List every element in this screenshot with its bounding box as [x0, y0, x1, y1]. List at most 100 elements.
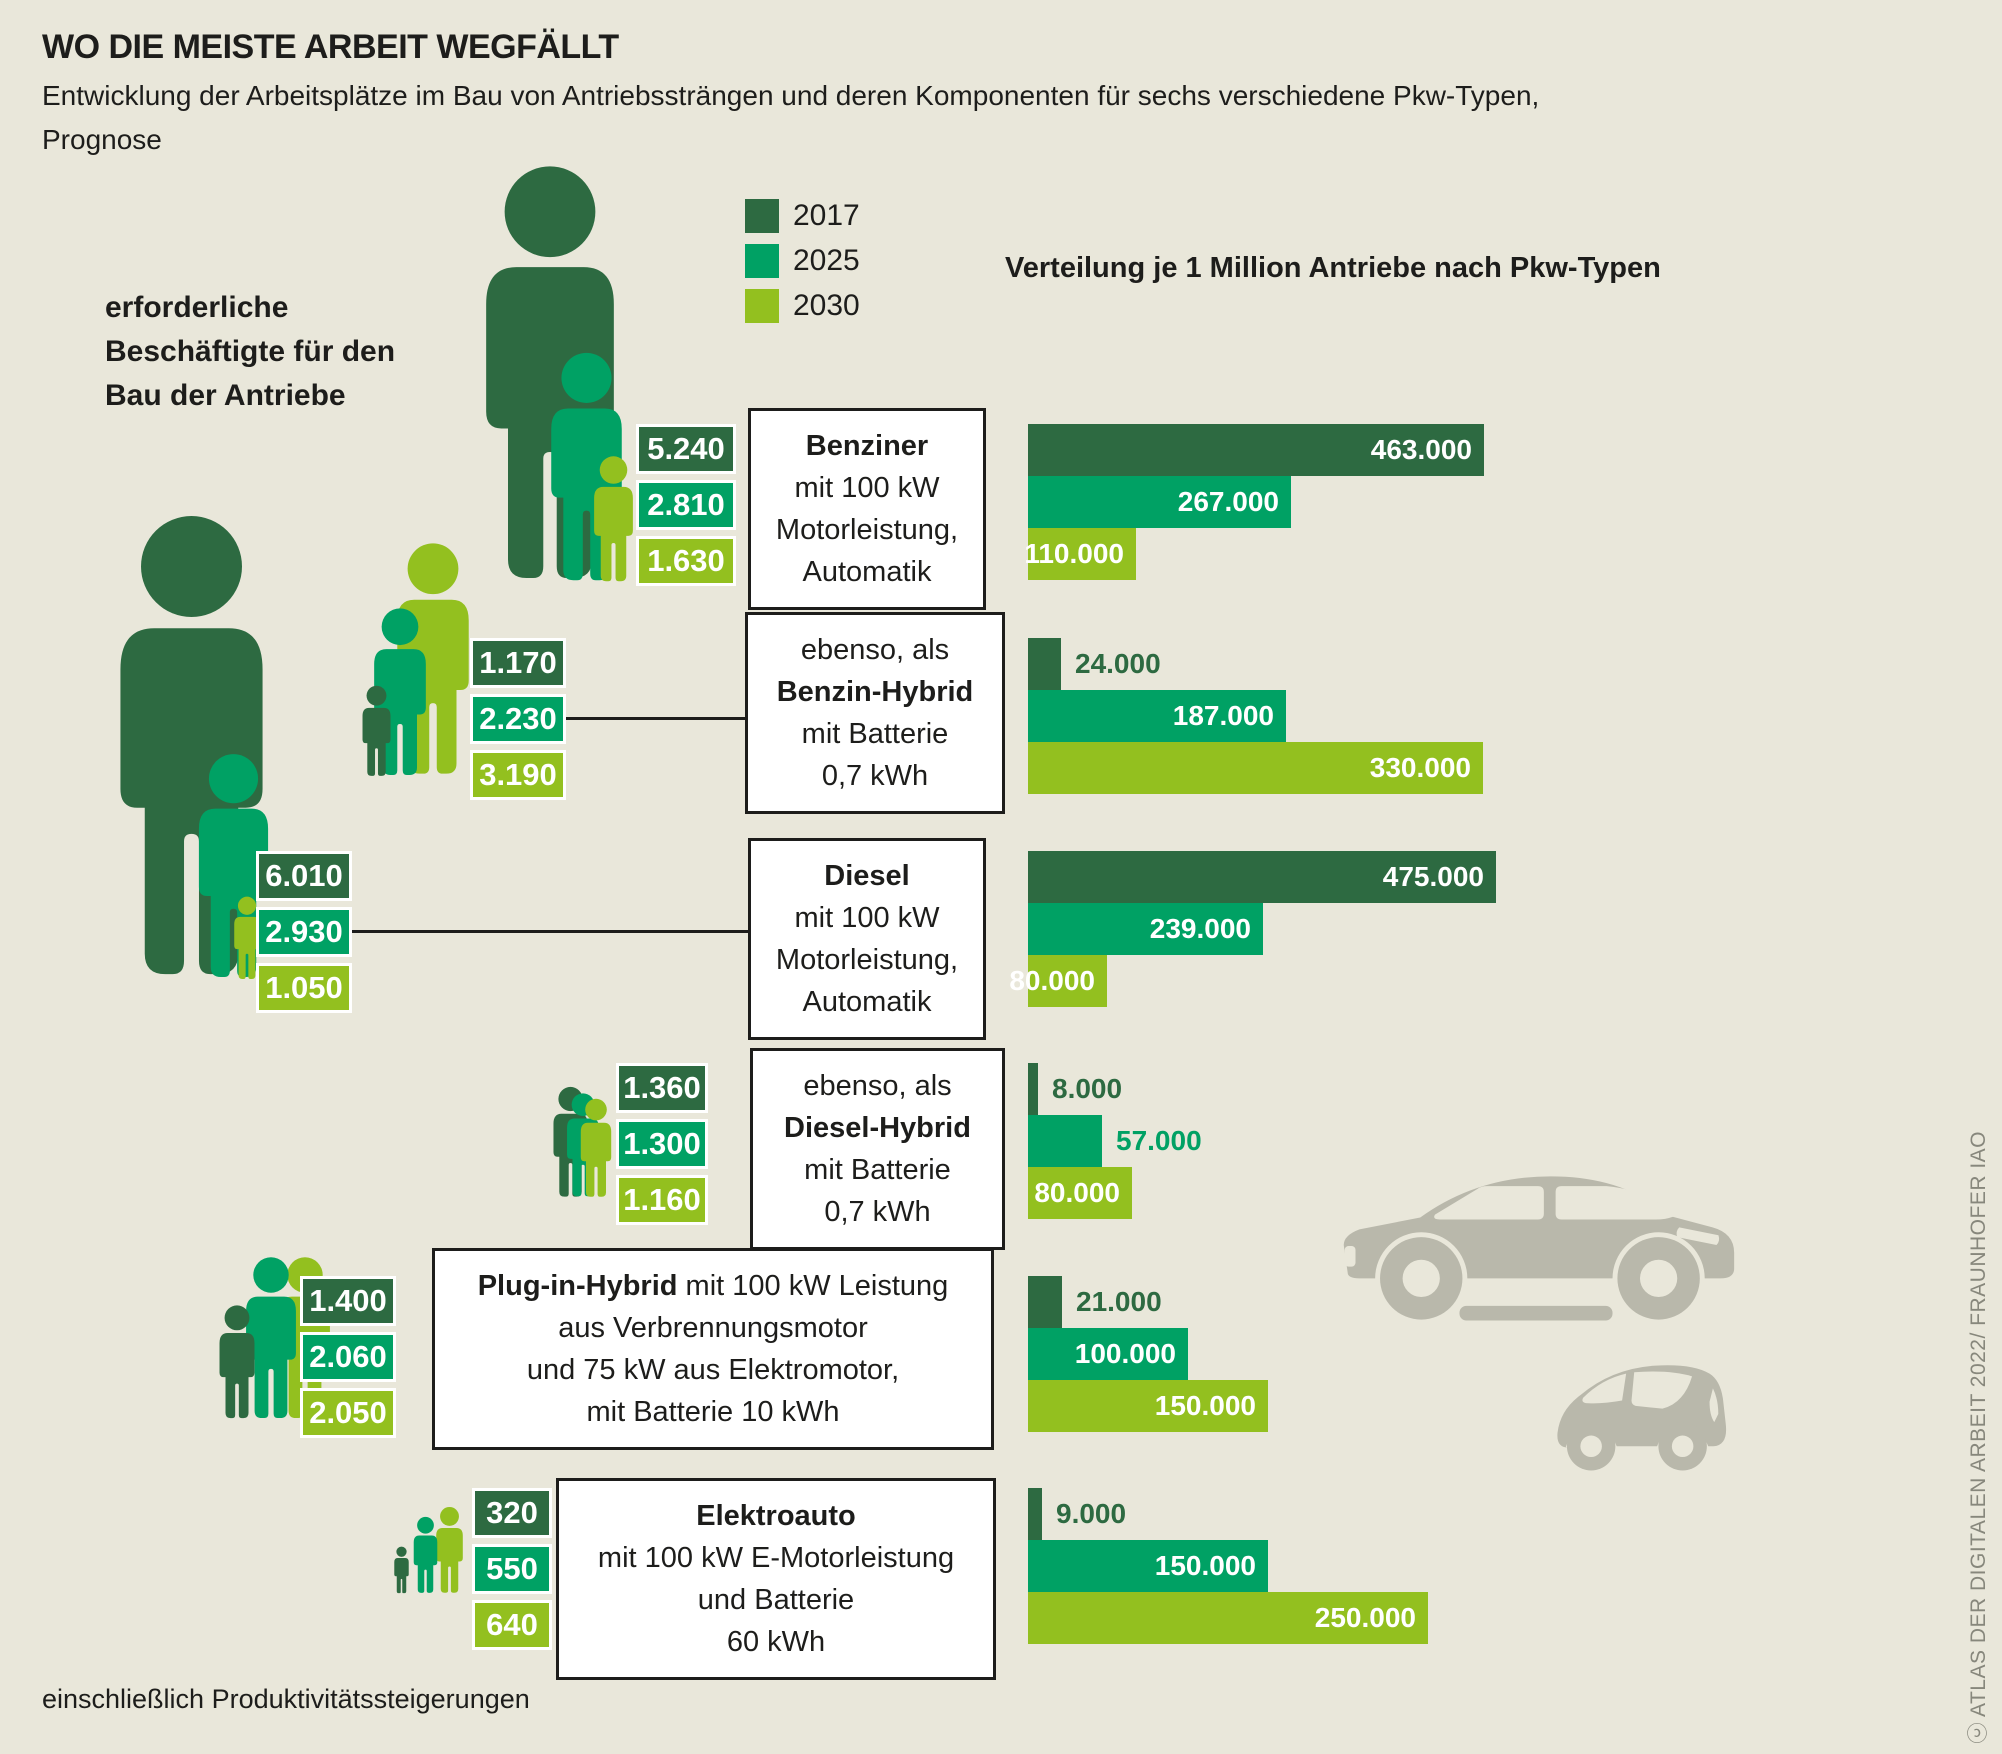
category-label-line: 0,7 kWh: [821, 760, 929, 792]
bar-value-label: 80.000: [1034, 1177, 1120, 1208]
bar-value-label: 187.000: [1172, 700, 1274, 731]
person-pictogram-icon: [580, 1098, 612, 1197]
category-label-line: aus Verbrennungsmotor: [558, 1312, 868, 1344]
employee-count-badge: 2.930: [256, 907, 352, 957]
legend-label: 2025: [793, 244, 860, 277]
bar-value-label: 57.000: [1116, 1125, 1202, 1156]
bar-value-label: 110.000: [1024, 538, 1124, 569]
category-label-line: 0,7 kWh: [824, 1196, 931, 1228]
legend-item: 2025: [745, 243, 860, 279]
category-label-line: Automatik: [802, 556, 932, 588]
category-label-line: Plug-in-Hybrid mit 100 kW Leistung: [477, 1270, 949, 1302]
category-label-line: Motorleistung,: [775, 514, 959, 546]
distribution-bar: 187.000: [1028, 690, 1286, 742]
distribution-bar: 463.000: [1028, 424, 1484, 476]
footnote: einschließlich Produktivitätssteigerunge…: [42, 1684, 530, 1714]
employee-count-badge: 2.810: [636, 480, 736, 530]
employee-count-badge: 3.190: [470, 750, 566, 800]
category-label-line: Diesel: [824, 860, 910, 892]
page-title: WO DIE MEISTE ARBEIT WEGFÄLLT: [42, 28, 619, 66]
bar-value-label: 150.000: [1154, 1390, 1256, 1421]
bar-value-label: 100.000: [1074, 1338, 1176, 1369]
category-label-box: Plug-in-Hybrid mit 100 kW Leistung aus Ve…: [432, 1248, 994, 1450]
legend-swatch-2030: [745, 289, 779, 323]
subtitle-line-2: Prognose: [42, 124, 162, 155]
category-label-line: mit 100 kW E-Motorleistung: [597, 1542, 955, 1574]
category-label-box: ebenso, als Diesel-Hybrid mit Batterie 0,7 …: [750, 1048, 1005, 1250]
person-pictogram-icon: [413, 1516, 438, 1593]
employee-count-badge: 2.050: [300, 1388, 396, 1438]
bar-chart-header: Verteilung je 1 Million Antriebe nach Pk…: [1005, 252, 1661, 284]
connector-line: [352, 930, 748, 933]
subtitle-line-1: Entwicklung der Arbeitsplätze im Bau von…: [42, 80, 1540, 111]
bar-value-label: 8.000: [1052, 1073, 1123, 1104]
bar-value-label: 475.000: [1382, 861, 1484, 892]
distribution-bar: 150.000: [1028, 1380, 1268, 1432]
category-label-box: Elektroauto mit 100 kW E-Motorleistung und…: [556, 1478, 996, 1680]
category-label-line: und 75 kW aus Elektromotor,: [526, 1354, 900, 1386]
employee-count-badge: 550: [472, 1544, 552, 1594]
category-label-box: ebenso, als Benzin-Hybrid mit Batterie 0,7 …: [745, 612, 1005, 814]
person-pictogram-icon: [394, 1546, 409, 1594]
legend-swatch-2025: [745, 244, 779, 278]
employee-count-badge: 1.300: [616, 1119, 708, 1169]
bar-value-label: 24.000: [1075, 648, 1161, 679]
category-label-line: Benzin-Hybrid: [776, 676, 974, 708]
distribution-bar: 80.000: [1028, 1167, 1132, 1219]
bar-value-label: 80.000: [1009, 965, 1095, 996]
employee-count-badge: 6.010: [256, 851, 352, 901]
legend-label: 2017: [793, 199, 860, 232]
category-label-box: Benziner mit 100 kW Motorleistung, Automati…: [748, 408, 986, 610]
category-label-line: mit Batterie 10 kWh: [586, 1396, 840, 1428]
distribution-bar: [1028, 1276, 1062, 1328]
distribution-bar: 267.000: [1028, 476, 1291, 528]
left-axis-label-line-3: Bau der Antriebe: [105, 379, 346, 412]
employee-count-badge: 1.630: [636, 536, 736, 586]
city-car-icon: [1557, 1365, 1727, 1471]
bar-value-label: 21.000: [1076, 1286, 1162, 1317]
employee-count-badge: 1.400: [300, 1276, 396, 1326]
employee-count-badge: 640: [472, 1600, 552, 1650]
employee-count-badge: 5.240: [636, 424, 736, 474]
employee-count-badge: 2.060: [300, 1332, 396, 1382]
category-label-line: 60 kWh: [726, 1626, 826, 1658]
bar-value-label: 463.000: [1370, 434, 1472, 465]
category-label-line: mit 100 kW: [794, 472, 940, 504]
category-label-line: mit Batterie: [804, 1154, 951, 1186]
person-pictogram-icon: [219, 1305, 255, 1419]
person-pictogram-icon: [594, 456, 633, 582]
employee-count-badge: 1.170: [470, 638, 566, 688]
bar-value-label: 150.000: [1154, 1550, 1256, 1581]
connector-line: [566, 717, 745, 720]
distribution-bar: 80.000: [1009, 955, 1107, 1007]
bar-value-label: 9.000: [1056, 1498, 1127, 1529]
category-label-line: Motorleistung,: [775, 944, 959, 976]
distribution-bar: 150.000: [1028, 1540, 1268, 1592]
legend-item: 2030: [745, 288, 860, 324]
category-label-line: mit 100 kW: [794, 902, 940, 934]
bar-value-label: 267.000: [1177, 486, 1279, 517]
distribution-bar: [1028, 1063, 1038, 1115]
distribution-bar: [1028, 1115, 1102, 1167]
distribution-bar: 239.000: [1028, 903, 1263, 955]
sedan-car-icon: [1343, 1176, 1735, 1321]
distribution-bar: 250.000: [1028, 1592, 1428, 1644]
distribution-bar: 100.000: [1028, 1328, 1188, 1380]
category-label-line: Diesel-Hybrid: [784, 1112, 971, 1144]
legend-item: 2017: [745, 198, 860, 234]
category-label-line: mit Batterie: [801, 718, 949, 750]
distribution-bar: 330.000: [1028, 742, 1483, 794]
credit-line: ⓒ ATLAS DER DIGITALEN ARBEIT 2022/ FRAUN…: [1967, 1131, 1990, 1744]
left-axis-label-line-1: erforderliche: [105, 291, 289, 324]
category-label-line: ebenso, als: [803, 1070, 952, 1102]
category-label-line: und Batterie: [697, 1584, 855, 1616]
distribution-bar: [1028, 638, 1061, 690]
category-label-line: Elektroauto: [696, 1500, 856, 1532]
distribution-bar: 475.000: [1028, 851, 1496, 903]
employee-count-badge: 2.230: [470, 694, 566, 744]
legend-label: 2030: [793, 289, 860, 322]
employee-count-badge: 1.360: [616, 1063, 708, 1113]
bar-value-label: 330.000: [1369, 752, 1471, 783]
bar-value-label: 250.000: [1314, 1602, 1416, 1633]
